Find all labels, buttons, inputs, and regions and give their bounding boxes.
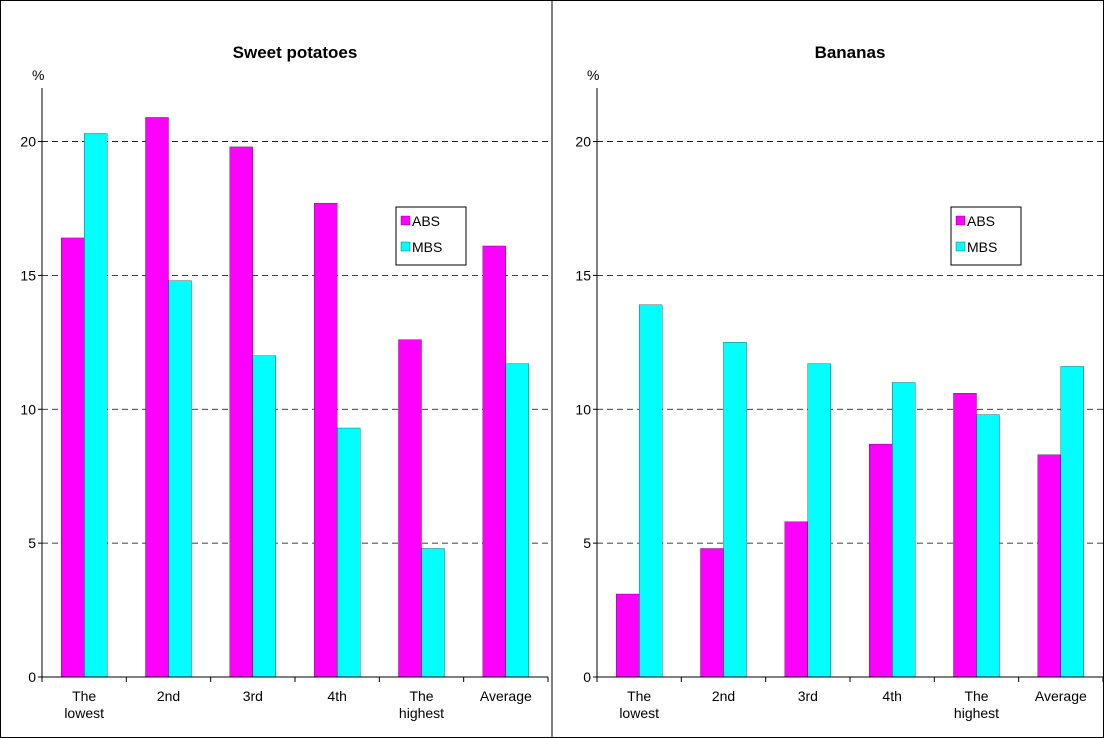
y-tick-label: 5 [28,535,36,551]
bar [145,117,169,678]
bar [314,202,338,678]
y-tick-label: 20 [20,134,36,150]
bar [723,342,747,678]
chart-title: Bananas [815,43,886,62]
x-tick-label: 4th [327,688,346,704]
y-tick-label: 5 [583,535,591,551]
bar [807,363,831,678]
bar [784,521,808,678]
x-tick-label: Average [1035,688,1087,704]
bar [700,548,724,678]
x-tick-label: 3rd [798,688,818,704]
bar [398,339,422,678]
x-tick-label: 2nd [712,688,735,704]
bar [1037,454,1061,678]
x-tick-label: Average [480,688,532,704]
legend-label: ABS [967,213,995,229]
y-tick-label: 10 [575,401,591,417]
x-tick-label: 3rd [243,688,263,704]
bar [421,548,445,678]
x-tick-label: 2nd [157,688,180,704]
y-tick-label: 20 [575,134,591,150]
bar [505,363,529,678]
chart-title: Sweet potatoes [233,43,358,62]
x-tick-label: The lowest [64,688,104,721]
bar [1060,366,1084,678]
y-tick-label: 0 [583,669,591,685]
legend-swatch [400,241,411,252]
bar [168,280,192,678]
y-axis-label: % [32,67,44,83]
y-tick-label: 15 [20,267,36,283]
bar [84,133,108,678]
bar [953,393,977,678]
y-tick-label: 0 [28,669,36,685]
x-tick-label: The highest [954,688,999,721]
x-tick-label: 4th [882,688,901,704]
y-axis-label: % [587,67,599,83]
bar [252,355,276,678]
legend-label: MBS [412,239,442,255]
bar [61,237,85,678]
bar [482,245,506,678]
bar [892,382,916,678]
legend-label: ABS [412,213,440,229]
bar [337,427,361,678]
bar [616,593,640,678]
bar [229,146,253,678]
x-tick-label: The highest [399,688,444,721]
y-tick-label: 10 [20,401,36,417]
bar [976,414,1000,678]
bar [869,443,893,678]
bar [639,304,663,678]
legend-swatch [955,241,966,252]
y-tick-label: 15 [575,267,591,283]
legend-swatch [400,215,411,226]
x-tick-label: The lowest [619,688,659,721]
legend-swatch [955,215,966,226]
legend-label: MBS [967,239,997,255]
